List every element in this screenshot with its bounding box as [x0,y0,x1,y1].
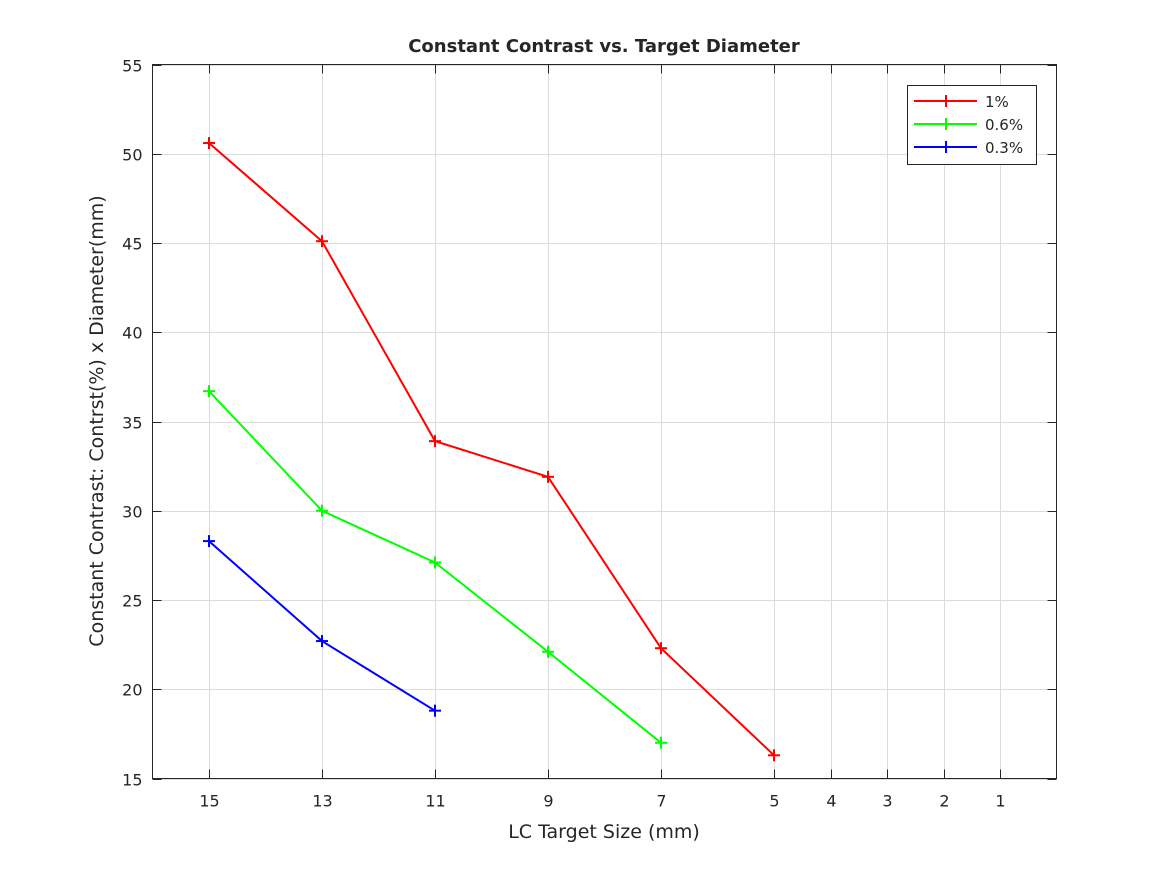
data-point-marker [940,141,952,153]
series-0.3% [203,535,441,717]
x-tick-label: 7 [656,792,666,811]
data-point-marker [542,645,554,658]
series-line [208,142,775,757]
legend-entry: 0.6% [914,116,1023,134]
data-point-marker [203,385,215,398]
data-point-marker [429,435,441,448]
legend-label: 1% [985,93,1009,111]
axes-box [152,64,1057,779]
grid [152,64,1057,780]
legend-label: 0.6% [985,116,1023,134]
data-point-marker [316,635,328,648]
series-1% [203,137,780,762]
legend-entry: 1% [914,93,1009,111]
x-tick-label: 2 [939,792,949,811]
legend-entry: 0.3% [914,139,1023,157]
data-point-marker [316,235,328,248]
legend-label: 0.3% [985,139,1023,157]
data-point-marker [542,470,554,483]
y-tick-label: 55 [122,57,142,76]
data-point-marker [655,736,667,749]
y-tick-label: 45 [122,235,142,254]
x-tick-label: 13 [312,792,332,811]
y-tick-label: 30 [122,503,142,522]
data-point-marker [203,137,215,150]
data-point-marker [316,504,328,517]
chart-title: Constant Contrast vs. Target Diameter [408,36,800,57]
data-point-marker [429,704,441,717]
ticks: 15 13 11 9 7 5 4 3 2 1 15 20 25 30 35 40 45 50 55 [122,57,1057,811]
data-point-marker [940,118,952,130]
x-tick-label: 1 [995,792,1005,811]
y-tick-label: 15 [122,771,142,790]
legend: 1% 0.6% 0.3% [907,85,1037,165]
x-tick-label: 5 [769,792,779,811]
y-tick-label: 25 [122,592,142,611]
data-point-marker [429,556,441,569]
y-tick-label: 20 [122,681,142,700]
x-tick-label: 4 [826,792,836,811]
x-tick-label: 3 [882,792,892,811]
x-axis-label: LC Target Size (mm) [508,821,700,843]
x-tick-label: 11 [425,792,445,811]
y-tick-label: 35 [122,414,142,433]
data-point-marker [768,749,780,762]
y-tick-label: 40 [122,324,142,343]
y-axis-label: Constant Contrast: Contrst(%) x Diameter… [86,195,108,646]
data-point-marker [655,642,667,655]
x-tick-label: 15 [199,792,219,811]
data-point-marker [940,95,952,107]
data-point-marker [203,535,215,548]
x-tick-label: 9 [543,792,553,811]
series-group [203,137,780,762]
series-0.6% [203,385,667,749]
y-tick-label: 50 [122,146,142,165]
